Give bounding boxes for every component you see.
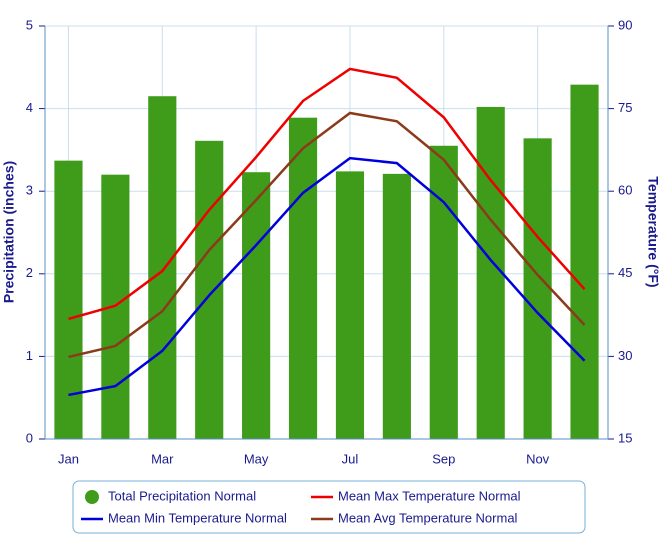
x-tick-label: May	[244, 451, 269, 466]
y-tick-label: 1	[26, 348, 33, 363]
y2-tick-label: 30	[618, 348, 632, 363]
y2-tick-label: 75	[618, 100, 632, 115]
y2-tick-label: 45	[618, 265, 632, 280]
y-tick-label: 2	[26, 265, 33, 280]
x-tick-label: Jul	[342, 451, 359, 466]
x-tick-label: Jan	[58, 451, 79, 466]
legend-label: Mean Min Temperature Normal	[108, 510, 287, 525]
bar	[523, 138, 552, 439]
legend-label: Mean Max Temperature Normal	[338, 488, 521, 503]
y-axis-title: Precipitation (inches)	[1, 161, 17, 303]
bar	[335, 171, 365, 439]
bar	[288, 117, 318, 439]
bar	[54, 160, 83, 439]
legend-marker	[85, 490, 99, 504]
legend-label: Total Precipitation Normal	[108, 488, 256, 503]
y2-tick-label: 60	[618, 183, 632, 198]
x-tick-label: Mar	[151, 451, 174, 466]
bar	[382, 173, 411, 439]
y-tick-label: 0	[26, 430, 33, 445]
y2-axis-title: Temperature (°F)	[645, 176, 661, 287]
y2-tick-label: 90	[618, 17, 632, 32]
bar	[242, 172, 271, 439]
y-tick-label: 4	[26, 100, 33, 115]
bar	[429, 145, 458, 439]
legend-label: Mean Avg Temperature Normal	[338, 510, 518, 525]
x-tick-label: Nov	[526, 451, 550, 466]
y2-tick-label: 15	[618, 430, 632, 445]
bar	[476, 106, 505, 439]
y-tick-label: 5	[26, 17, 33, 32]
y-tick-label: 3	[26, 183, 33, 198]
line	[68, 111, 586, 359]
bar	[570, 84, 599, 440]
line	[68, 156, 586, 397]
bar	[148, 96, 177, 440]
bar	[195, 140, 224, 439]
x-tick-label: Sep	[432, 451, 455, 466]
line	[68, 67, 586, 321]
legend-box	[72, 480, 586, 534]
